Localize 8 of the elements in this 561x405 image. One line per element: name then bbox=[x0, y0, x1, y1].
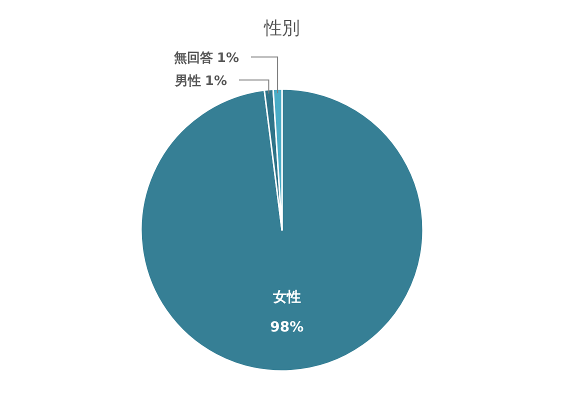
data-label: 1% bbox=[216, 51, 239, 66]
slice-label: 女性 bbox=[272, 289, 301, 306]
slice-label: 男性 bbox=[174, 74, 201, 89]
slice-label: 無回答 bbox=[174, 51, 213, 66]
pie-slice bbox=[140, 88, 424, 372]
data-label: 98% bbox=[270, 319, 304, 336]
data-label: 1% bbox=[204, 74, 227, 89]
chart-title: 性別 bbox=[263, 18, 300, 39]
